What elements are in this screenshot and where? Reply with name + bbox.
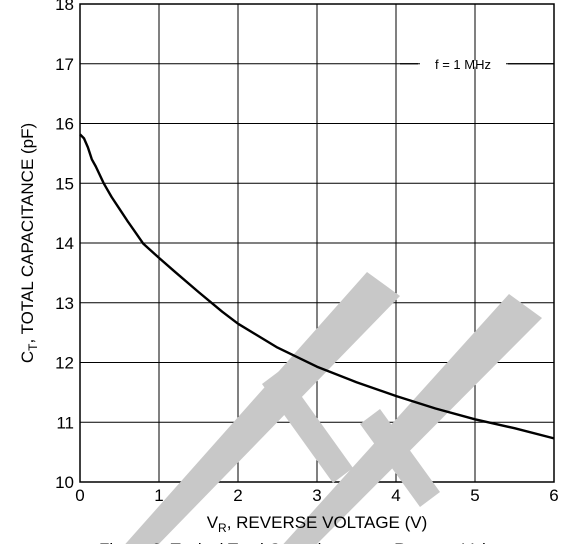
x-tick-label: 3 [312,486,321,505]
y-tick-label: 15 [55,174,74,193]
x-axis-label: VR, REVERSE VOLTAGE (V) [207,513,428,535]
series-layer [79,133,555,440]
y-tick-label: 11 [56,413,74,432]
watermark [120,272,542,549]
annotation-mask [420,60,506,67]
plot-frame [79,3,555,483]
figure-caption: Figure 2. Typical Total Capacitance vs. … [99,540,519,544]
watermark-stroke [360,409,440,507]
y-tick-label: 16 [55,115,74,134]
watermark-stroke [262,369,353,483]
watermark-stroke [278,294,542,549]
y-tick-label: 17 [55,55,74,74]
x-tick-label: 4 [391,486,400,505]
y-tick-label: 13 [55,294,74,313]
y-tick-label: 14 [55,234,74,253]
annotation: f = 1 MHz [400,57,554,72]
y-tick-label: 12 [55,354,74,373]
y-axis-label: CT, TOTAL CAPACITANCE (pF) [18,123,40,363]
y-tick-label: 18 [55,0,74,14]
y-tick-label: 10 [55,473,74,492]
x-tick-label: 1 [154,486,163,505]
x-tick-label: 2 [233,486,242,505]
grid [79,3,555,483]
series-line-0 [79,133,555,440]
x-tick-label: 5 [470,486,479,505]
axis-labels: VR, REVERSE VOLTAGE (V) CT, TOTAL CAPACIT… [18,123,519,549]
watermark-stroke [120,272,400,549]
x-tick-label: 6 [549,486,558,505]
frequency-label: f = 1 MHz [435,57,491,72]
x-tick-label: 0 [75,486,84,505]
